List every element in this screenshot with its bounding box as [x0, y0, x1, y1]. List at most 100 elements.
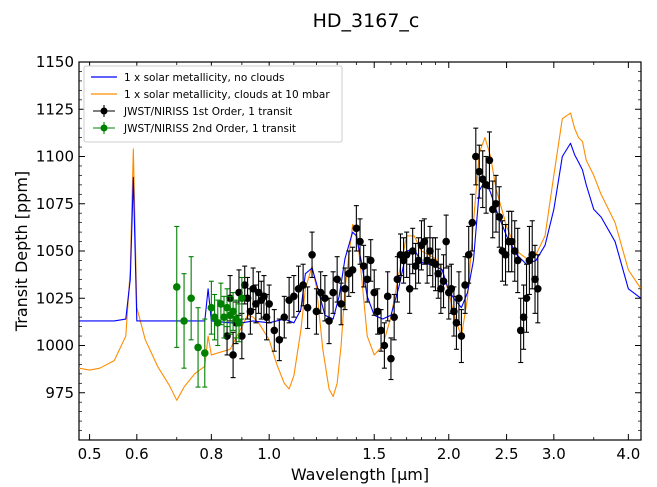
data-point — [243, 294, 252, 303]
data-point — [393, 275, 402, 284]
y-tick-label: 1100 — [36, 148, 74, 166]
x-tick-label: 3.0 — [542, 445, 566, 463]
data-point — [235, 288, 243, 297]
data-point — [439, 277, 448, 286]
data-point — [265, 300, 273, 308]
data-point — [507, 237, 516, 246]
data-point — [270, 326, 279, 335]
legend-label: JWST/NIRISS 1st Order, 1 transit — [123, 106, 292, 118]
data-point — [457, 332, 466, 340]
data-point — [528, 250, 537, 259]
data-point — [431, 260, 440, 269]
data-point — [533, 285, 542, 293]
data-point — [513, 256, 522, 265]
data-point — [316, 288, 325, 297]
x-axis-label: Wavelength [μm] — [291, 465, 429, 484]
chart-title: HD_3167_c — [313, 10, 420, 32]
data-point — [329, 288, 337, 297]
data-point — [402, 250, 411, 259]
data-point — [383, 292, 392, 301]
data-point — [229, 351, 237, 359]
data-point — [485, 156, 494, 165]
data-point — [492, 199, 500, 208]
data-point — [510, 247, 519, 255]
data-point — [275, 336, 284, 344]
data-point — [380, 341, 389, 350]
data-point — [312, 307, 321, 316]
data-point — [461, 281, 469, 289]
data-point — [450, 307, 458, 316]
data-point — [172, 283, 181, 291]
data-point — [352, 224, 361, 233]
data-point — [472, 152, 480, 161]
axis-ticks: 0.5 0.6 0.8 1.0 1.5 2.0 2.5 3.0 4.0 975 1000 1025 10… — [36, 53, 641, 463]
data-point — [337, 300, 345, 308]
y-tick-label: 1000 — [36, 337, 74, 355]
data-point — [333, 275, 341, 284]
data-point — [405, 285, 414, 293]
data-point — [468, 218, 477, 227]
legend-swatch — [100, 124, 108, 132]
data-point — [501, 250, 510, 259]
data-point — [519, 313, 528, 321]
data-point — [359, 262, 368, 270]
x-tick-label: 0.5 — [78, 445, 102, 463]
data-point — [187, 294, 195, 303]
data-point — [341, 285, 349, 293]
data-point — [299, 281, 307, 289]
data-point — [377, 326, 385, 335]
legend-label: 1 x solar metallicity, no clouds — [124, 72, 284, 84]
y-tick-label: 1150 — [36, 53, 74, 71]
data-point — [370, 288, 379, 297]
data-point — [238, 332, 246, 340]
data-point — [488, 205, 497, 214]
data-point — [229, 307, 237, 316]
y-tick-label: 1075 — [36, 195, 74, 213]
data-point — [210, 313, 219, 321]
data-point — [495, 213, 504, 221]
data-point — [308, 250, 316, 259]
data-point — [252, 300, 260, 308]
data-point — [482, 181, 490, 189]
data-point — [180, 317, 188, 325]
x-tick-label: 0.8 — [199, 445, 223, 463]
x-tick-label: 0.6 — [125, 445, 149, 463]
data-point — [420, 237, 429, 246]
data-points — [172, 127, 542, 388]
data-point — [408, 247, 417, 255]
data-point — [516, 326, 525, 335]
data-point — [396, 250, 405, 259]
data-point — [249, 285, 257, 293]
data-point — [303, 303, 312, 312]
x-tick-label: 4.0 — [616, 445, 640, 463]
data-point — [478, 175, 487, 183]
data-point — [531, 275, 539, 284]
x-tick-label: 1.0 — [257, 445, 281, 463]
data-point — [238, 294, 246, 303]
data-point — [522, 294, 531, 303]
data-point — [348, 266, 357, 274]
data-point — [321, 294, 329, 303]
data-point — [464, 250, 473, 259]
data-point — [254, 288, 263, 297]
data-point — [414, 256, 423, 265]
data-point — [387, 354, 395, 363]
legend-swatch — [100, 107, 108, 115]
legend: 1 x solar metallicity, no clouds 1 x sola… — [83, 65, 343, 143]
data-point — [363, 275, 372, 284]
data-point — [356, 237, 364, 246]
x-tick-label: 1.5 — [362, 445, 386, 463]
x-tick-label: 2.5 — [495, 445, 519, 463]
y-tick-label: 1125 — [36, 100, 74, 118]
data-point — [207, 303, 216, 312]
data-point — [366, 256, 375, 265]
data-point — [437, 285, 445, 293]
data-point — [220, 313, 228, 321]
data-point — [280, 313, 289, 321]
data-point — [240, 281, 249, 289]
data-point — [325, 317, 333, 325]
legend-box — [83, 65, 343, 143]
data-point — [290, 292, 298, 301]
y-tick-label: 975 — [45, 384, 74, 402]
